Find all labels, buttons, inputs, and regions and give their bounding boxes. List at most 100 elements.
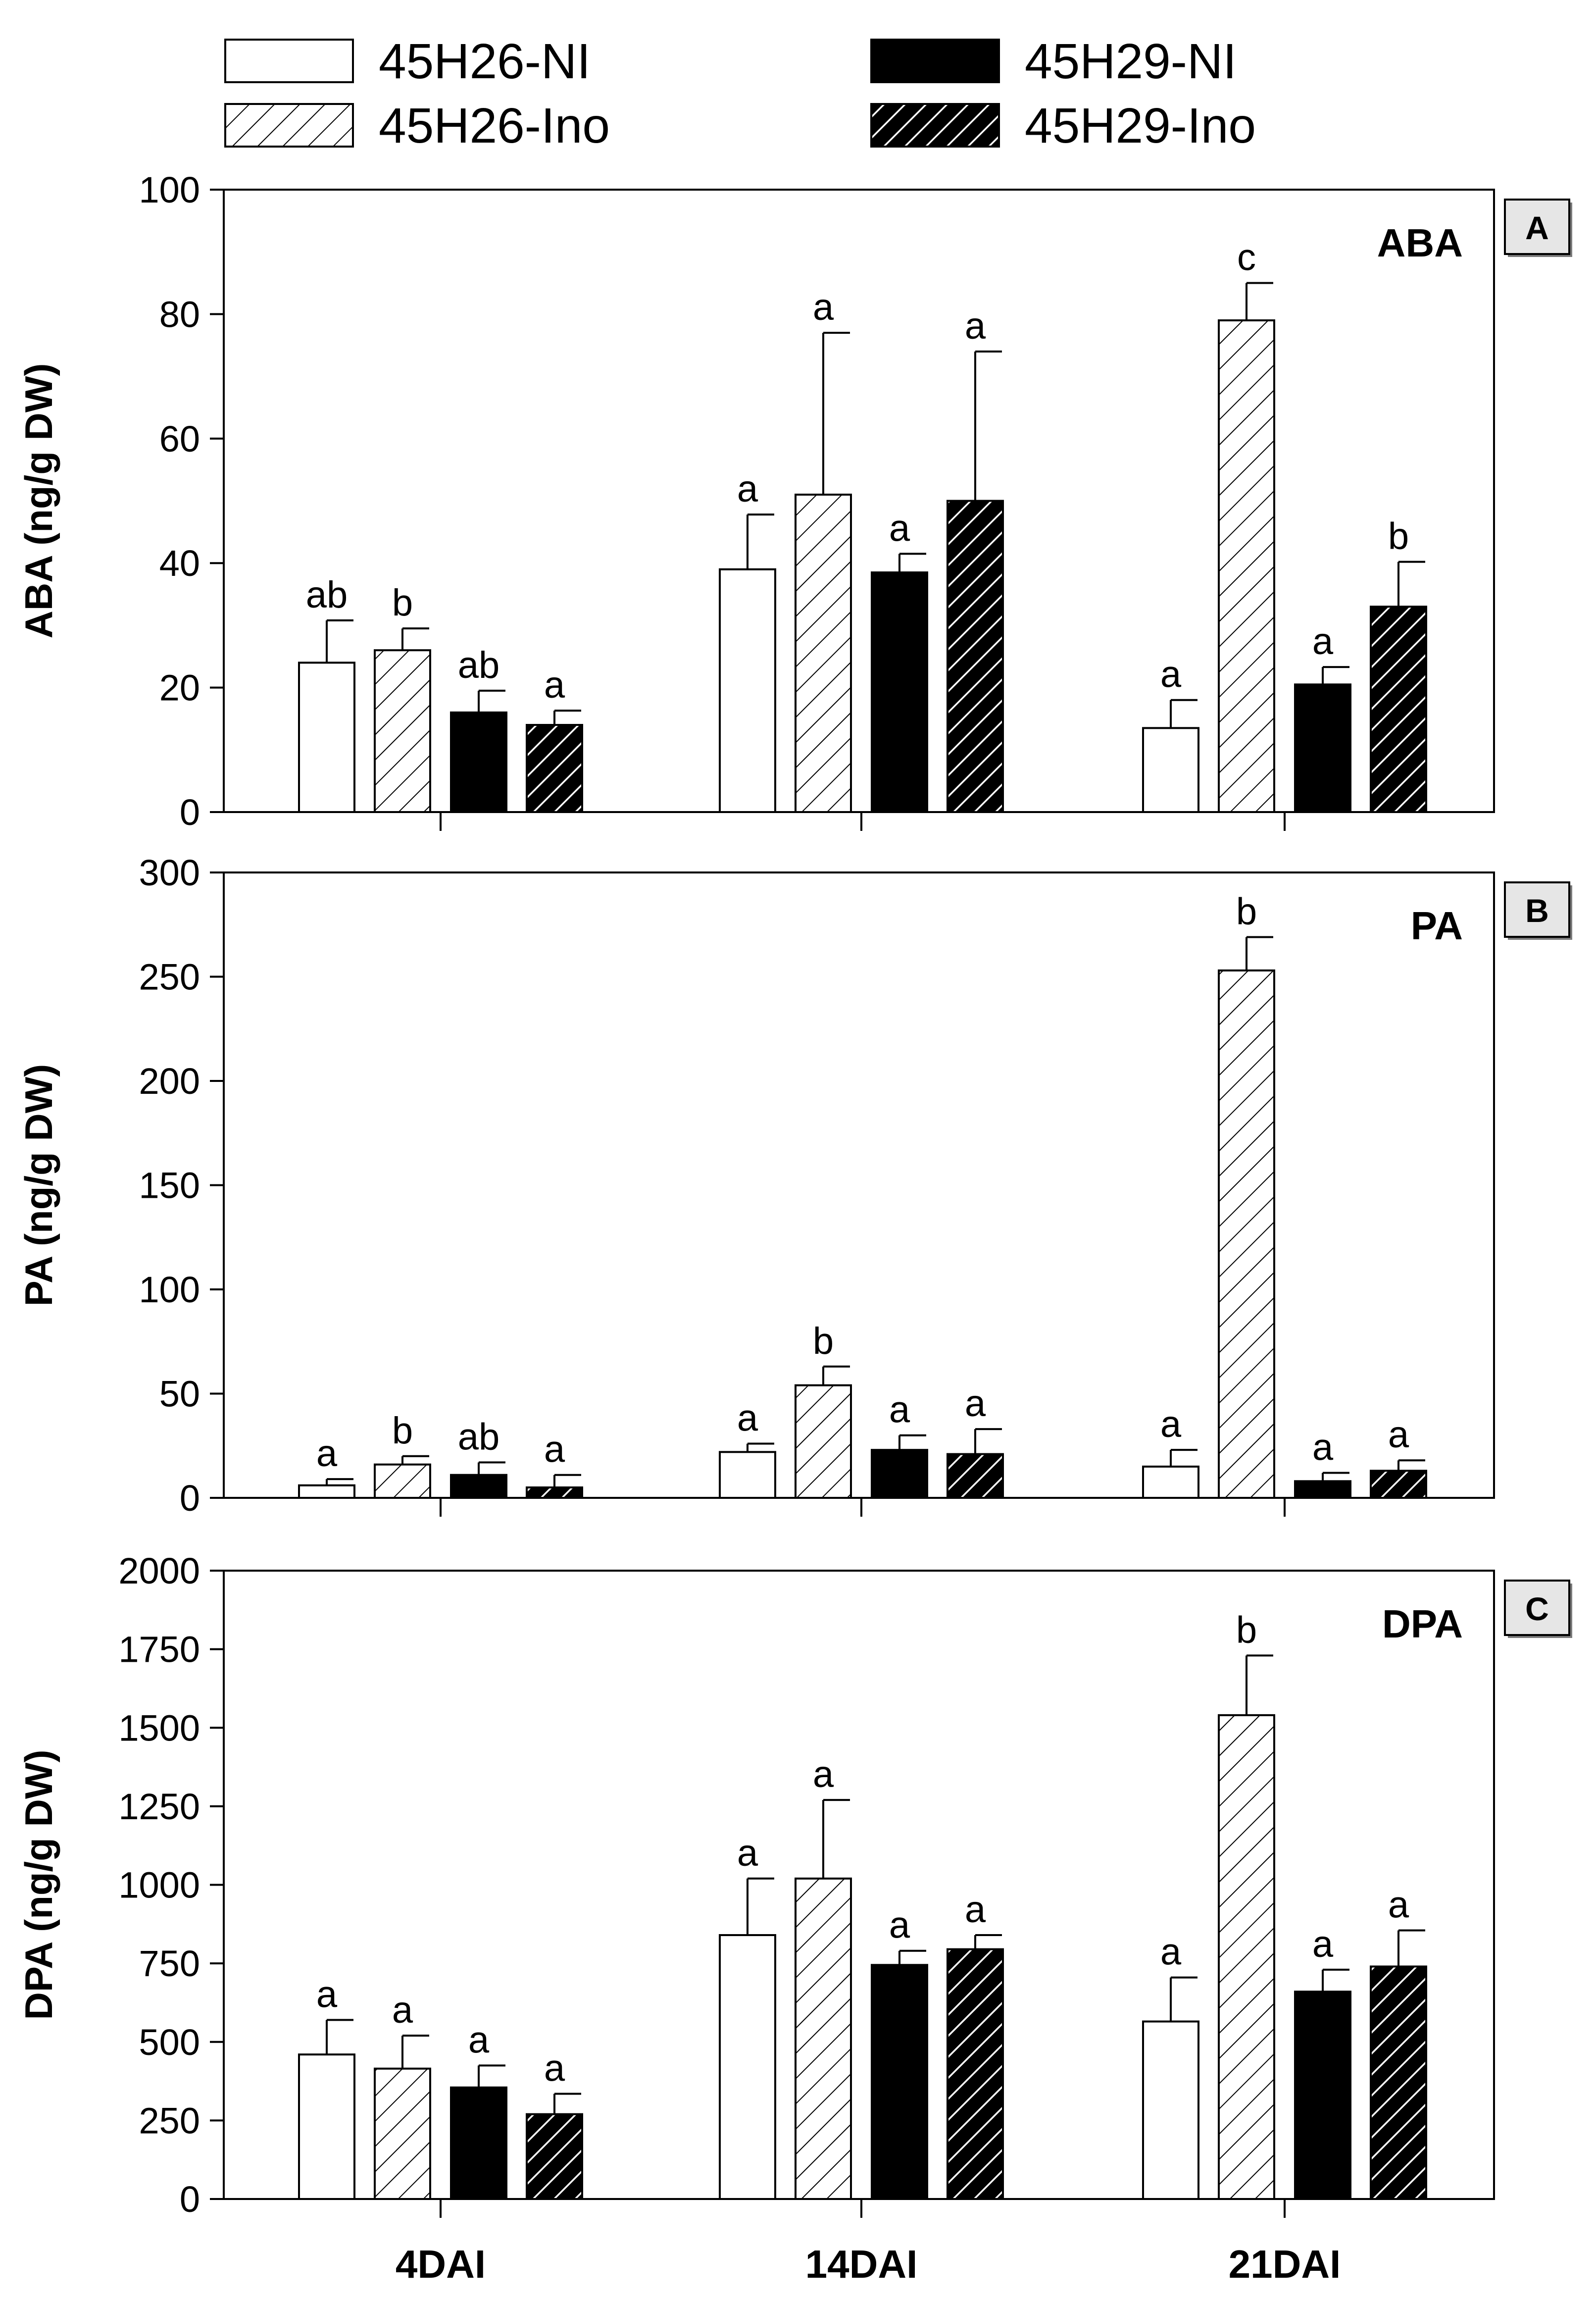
- significance-letter: b: [1236, 891, 1257, 933]
- significance-letter: a: [1160, 1931, 1182, 1973]
- bar: [1294, 1991, 1351, 2200]
- bar: [450, 711, 507, 813]
- significance-letter: ab: [458, 1416, 500, 1458]
- bar: [1142, 1465, 1199, 1499]
- legend-swatch: [224, 103, 354, 148]
- plot-frame: [223, 189, 1495, 813]
- bar: [374, 2067, 431, 2200]
- y-axis-label: ABA (ng/g DW): [17, 363, 60, 639]
- significance-letter: b: [392, 582, 413, 624]
- significance-letter: a: [1312, 620, 1334, 663]
- panel-badge-label: B: [1525, 892, 1549, 929]
- bar: [947, 1948, 1004, 2200]
- significance-letter: b: [813, 1320, 834, 1362]
- significance-letter: a: [965, 305, 986, 347]
- bar: [1142, 727, 1199, 814]
- y-tick-label: 500: [139, 2022, 200, 2063]
- y-tick-label: 150: [139, 1165, 200, 1206]
- bar: [871, 1964, 928, 2200]
- bar: [526, 724, 583, 814]
- bar: [947, 1453, 1004, 1499]
- bar: [526, 2113, 583, 2200]
- y-tick-label: 750: [139, 1943, 200, 1984]
- y-tick-label: 1250: [118, 1786, 200, 1827]
- y-tick-label: 100: [139, 1269, 200, 1310]
- bar: [1294, 683, 1351, 813]
- bar: [1370, 606, 1427, 813]
- significance-letter: a: [544, 1429, 565, 1471]
- y-axis-label: DPA (ng/g DW): [17, 1750, 60, 2020]
- significance-letter: a: [813, 286, 834, 328]
- bar: [719, 1934, 776, 2200]
- significance-letter: a: [965, 1382, 986, 1425]
- bar: [871, 1449, 928, 1499]
- y-tick-label: 0: [180, 792, 200, 833]
- y-tick-label: 200: [139, 1061, 200, 1102]
- significance-letter: a: [737, 468, 758, 510]
- y-tick-label: 0: [180, 1478, 200, 1519]
- y-tick-label: 60: [159, 418, 200, 460]
- y-tick-label: 20: [159, 667, 200, 709]
- y-tick-label: 40: [159, 543, 200, 584]
- bar: [374, 1463, 431, 1499]
- bar: [1370, 1470, 1427, 1499]
- significance-letter: b: [1236, 1609, 1257, 1651]
- panel-badge-label: A: [1525, 209, 1549, 246]
- legend-item: 45H29-NI: [870, 34, 1237, 89]
- x-category-labels: 4DAI 14DAI 21DAI: [396, 2242, 1341, 2286]
- significance-letter: a: [1388, 1884, 1409, 1926]
- significance-letter: a: [544, 2047, 565, 2089]
- bar: [1218, 1714, 1275, 2200]
- legend-swatch: [224, 39, 354, 83]
- bar: [298, 662, 355, 813]
- y-tick-label: 1500: [118, 1707, 200, 1748]
- y-tick-label: 0: [180, 2179, 200, 2220]
- significance-letter: b: [1388, 515, 1409, 558]
- y-tick-label: 250: [139, 2100, 200, 2141]
- significance-letter: a: [737, 1397, 758, 1439]
- legend-label: 45H29-NI: [1025, 34, 1237, 89]
- bar: [795, 493, 852, 813]
- bar: [1294, 1480, 1351, 1499]
- bar: [450, 1474, 507, 1499]
- legend-item: 45H26-Ino: [224, 98, 610, 153]
- significance-letter: c: [1237, 237, 1256, 279]
- x-category-label: 21DAI: [1229, 2242, 1341, 2286]
- legend-swatch: [870, 39, 1000, 83]
- bar: [1142, 2020, 1199, 2200]
- significance-letter: ab: [306, 574, 348, 616]
- bar: [298, 2053, 355, 2200]
- bar: [526, 1486, 583, 1499]
- y-tick-label: 1000: [118, 1865, 200, 1906]
- y-tick-label: 300: [139, 852, 200, 893]
- significance-letter: a: [1160, 654, 1182, 696]
- panel-badge: [1504, 199, 1570, 255]
- panel-c: 0 250 500 750 1000 1250 1500 1750 2000 DPA (ng/g …: [17, 1550, 1572, 2220]
- bar: [450, 2086, 507, 2200]
- legend-swatch: [870, 103, 1000, 148]
- bar: [298, 1484, 355, 1499]
- y-tick-label: 50: [159, 1374, 200, 1415]
- significance-letter: a: [392, 1989, 413, 2031]
- significance-letter: a: [1312, 1426, 1334, 1468]
- bar: [795, 1877, 852, 2200]
- legend-label: 45H29-Ino: [1025, 98, 1256, 153]
- y-tick-label: 250: [139, 957, 200, 998]
- significance-letter: a: [889, 1389, 910, 1431]
- legend: 45H26-NI 45H26-Ino 45H29-NI 45H29-Ino: [224, 34, 1256, 153]
- significance-letter: a: [889, 507, 910, 549]
- panel-badge: [1504, 881, 1570, 938]
- x-category-label: 4DAI: [396, 2242, 486, 2286]
- panel-title: ABA: [1377, 221, 1463, 265]
- legend-label: 45H26-NI: [379, 34, 591, 89]
- significance-letter: a: [1160, 1403, 1182, 1445]
- y-tick-label: 1750: [118, 1629, 200, 1670]
- y-tick-label: 80: [159, 294, 200, 335]
- significance-letter: a: [1312, 1923, 1334, 1965]
- significance-letter: a: [468, 2019, 490, 2061]
- bar: [719, 1451, 776, 1499]
